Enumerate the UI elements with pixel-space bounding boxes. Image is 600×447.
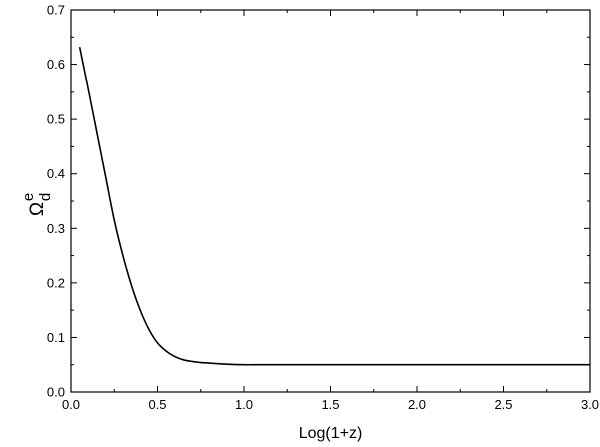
x-tick-label: 0.5: [148, 397, 166, 412]
x-axis-label: Log(1+z): [299, 425, 363, 442]
y-axis-label-sub: d: [37, 193, 54, 201]
y-tick-label: 0.0: [47, 385, 65, 400]
y-tick-label: 0.3: [47, 221, 65, 236]
y-tick-label: 0.2: [47, 275, 65, 290]
y-axis-label: Ω d e: [20, 193, 54, 216]
series-line: [78, 46, 590, 366]
x-tick-label: 1.5: [321, 397, 339, 412]
x-tick-label: 3.0: [581, 397, 599, 412]
y-tick-label: 0.5: [47, 112, 65, 127]
y-tick-label: 0.1: [47, 330, 65, 345]
y-axis-label-base: Ω: [27, 202, 48, 216]
y-tick-label: 0.7: [47, 3, 65, 18]
minor-ticks: [71, 10, 590, 392]
y-axis-label-sup: e: [20, 193, 37, 201]
y-tick-label: 0.6: [47, 57, 65, 72]
x-tick-label: 1.0: [235, 397, 253, 412]
series-layer: [78, 46, 590, 366]
major-ticks: [70, 9, 591, 393]
x-tick-label: 2.0: [408, 397, 426, 412]
x-tick-label: 0.0: [62, 397, 80, 412]
plot-frame: [70, 9, 591, 393]
tick-labels: 0.0 0.5 1.0 1.5 2.0 2.5 3.0 0.0 0.1 0.2 0.3 0.4 0.5 0…: [47, 3, 599, 413]
x-tick-label: 2.5: [494, 397, 512, 412]
y-tick-label: 0.4: [47, 166, 65, 181]
